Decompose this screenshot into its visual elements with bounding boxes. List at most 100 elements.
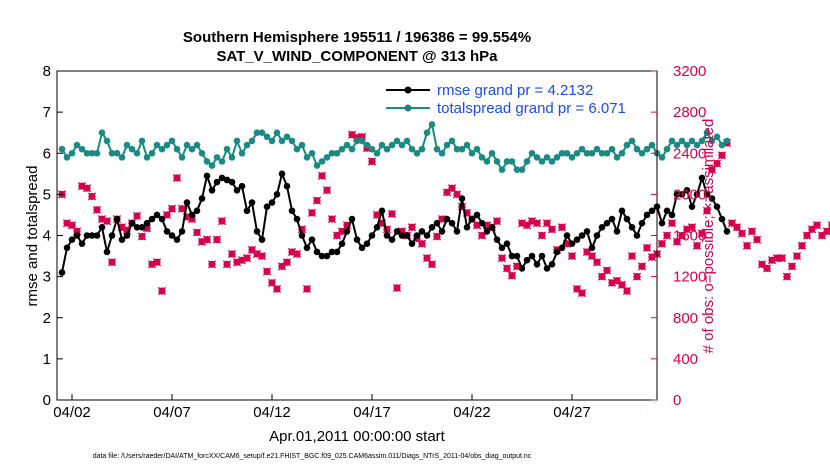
rmse-point [373, 223, 381, 231]
totalspread-point [278, 137, 286, 145]
obs-assimilated-point [762, 264, 772, 273]
rmse-point [708, 195, 716, 202]
rmse-point [513, 252, 521, 260]
obs-assimilated-point [222, 260, 232, 269]
totalspread-point [658, 154, 666, 161]
rmse-point [468, 215, 476, 223]
rmse-point [228, 178, 236, 186]
totalspread-point [493, 158, 501, 165]
totalspread-point [693, 141, 701, 149]
rmse-point [573, 236, 581, 243]
obs-assimilated-point [707, 165, 717, 174]
rmse-point [533, 260, 541, 268]
rmse-point [363, 240, 371, 248]
totalspread-point [628, 137, 636, 145]
rmse-point [698, 174, 706, 182]
totalspread-point [208, 162, 216, 169]
obs-assimilated-point [107, 258, 117, 267]
rmse-point [693, 191, 701, 198]
totalspread-point [73, 141, 81, 149]
rmse-point [263, 203, 271, 211]
totalspread-point [373, 149, 381, 157]
obs-assimilated-point [387, 209, 397, 219]
totalspread-point [263, 133, 271, 141]
obs-assimilated-point [777, 254, 787, 263]
obs-assimilated-point [422, 254, 432, 263]
rmse-point [98, 223, 106, 231]
rmse-point [58, 269, 66, 276]
totalspread-point [368, 145, 376, 153]
totalspread-point [93, 149, 101, 157]
obs-assimilated-point [322, 186, 332, 195]
legend-spread-label: totalspread grand pr = 6.071 [437, 100, 626, 117]
totalspread-point [58, 145, 66, 153]
obs-assimilated-point [502, 264, 512, 273]
legend-spread-marker [404, 104, 412, 112]
obs-assimilated-point [157, 286, 167, 296]
obs-assimilated-point [732, 223, 742, 232]
rmse-point [508, 252, 516, 260]
rmse-point [183, 199, 191, 206]
obs-assimilated-point [212, 235, 222, 244]
totalspread-point [233, 137, 241, 145]
obs-assimilated-point [282, 258, 292, 267]
obs-assimilated-point [532, 219, 542, 228]
totalspread-point [98, 129, 106, 136]
rmse-point [68, 236, 76, 243]
rmse-point [613, 228, 621, 235]
totalspread-point [198, 149, 206, 157]
totalspread-point [178, 154, 186, 161]
totalspread-point [518, 166, 526, 173]
obs-assimilated-point [417, 239, 427, 248]
rmse-point [118, 236, 126, 243]
rmse-point [463, 223, 471, 231]
rmse-point [538, 252, 546, 260]
totalspread-point [608, 145, 616, 153]
totalspread-point [703, 129, 711, 136]
rmse-point [618, 207, 626, 215]
rmse-point [393, 228, 401, 235]
rmse-point [318, 252, 326, 260]
rmse-point [293, 215, 301, 223]
left-y-axis-ticks: 0 1 2 3 4 5 6 7 8 [43, 63, 63, 409]
obs-assimilated-point [597, 272, 607, 281]
obs-assimilated-point [192, 228, 202, 237]
obs-assimilated-point [302, 284, 312, 294]
right-y-tick-label: 400 [673, 351, 698, 368]
obs-assimilated-point [267, 278, 277, 287]
rmse-point [563, 232, 571, 239]
rmse-point [343, 228, 351, 235]
rmse-point [703, 191, 711, 198]
obs-assimilated-point [802, 231, 812, 240]
totalspread-point [403, 137, 411, 145]
legend: rmse grand pr = 4.2132 totalspread grand… [382, 77, 648, 121]
obs-assimilated-point [292, 249, 302, 259]
totalspread-point [593, 145, 601, 153]
rmse-point [648, 207, 656, 215]
obs-assimilated-point [667, 219, 677, 228]
rmse-point [338, 240, 346, 248]
rmse-point [498, 244, 506, 252]
rmse-point [588, 244, 596, 252]
totalspread-point [133, 149, 141, 157]
totalspread-point [453, 145, 461, 153]
obs-assimilated-point [687, 223, 697, 232]
totalspread-point [303, 154, 311, 161]
left-y-axis-label: rmse and totalspread [24, 166, 41, 307]
obs-assimilated-point [642, 243, 652, 252]
obs-assimilated-point [702, 206, 712, 215]
rmse-point [123, 232, 131, 239]
rmse-point [368, 232, 376, 239]
rmse-point [358, 244, 366, 252]
totalspread-point [678, 137, 686, 145]
left-y-tick-label: 7 [43, 104, 51, 121]
x-tick-label: 04/22 [453, 404, 491, 421]
obs-assimilated-point [587, 251, 597, 261]
totalspread-point [498, 166, 506, 173]
rmse-point [348, 215, 356, 223]
obs-assimilated-point [242, 254, 252, 263]
data-file-footnote: data file: /Users/raeder/DAI/ATM_forcXX/… [93, 453, 532, 460]
totalspread-point [508, 158, 516, 165]
obs-assimilated-point [427, 260, 437, 269]
totalspread-point [358, 137, 366, 145]
